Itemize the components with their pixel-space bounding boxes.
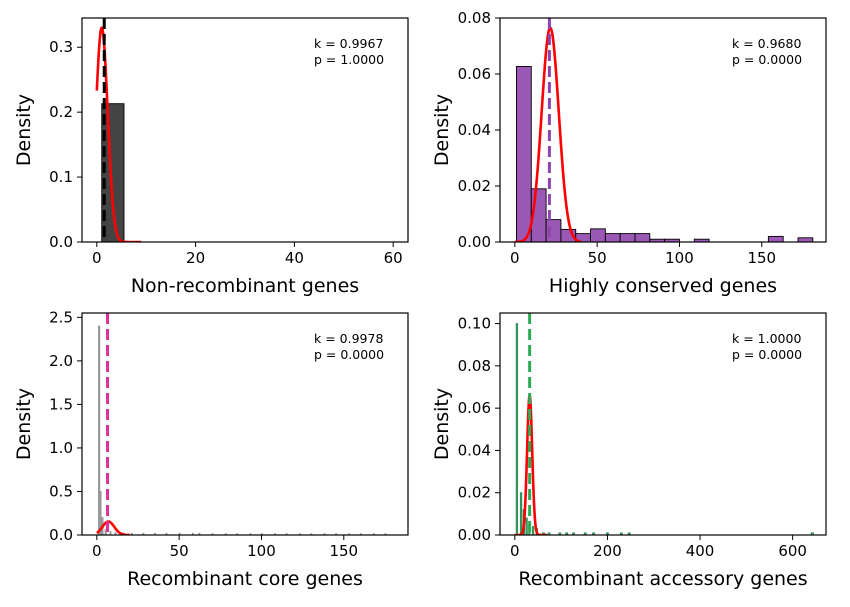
histogram-bar [101, 103, 125, 242]
y-tick-label: 0.10 [458, 315, 491, 333]
histogram-bar [583, 532, 587, 535]
x-tick-label: 400 [686, 542, 715, 560]
fitted-curve [514, 26, 581, 242]
y-tick-label: 2.5 [49, 308, 73, 326]
x-tick-label: 600 [778, 542, 807, 560]
histogram-bar [515, 323, 519, 535]
histogram-bar [572, 532, 576, 535]
x-tick-label: 50 [170, 542, 189, 560]
annotation-p: p = 0.0000 [314, 347, 384, 362]
histogram-bar [114, 531, 117, 535]
fitted-curve [95, 26, 142, 242]
y-tick-label: 0.0 [49, 233, 73, 251]
y-tick-label: 0.04 [458, 121, 491, 139]
histogram-bar [619, 532, 623, 535]
axes-frame [81, 17, 409, 243]
annotation-k: k = 0.9978 [314, 331, 383, 346]
x-tick-label: 100 [247, 542, 276, 560]
histogram-bar [604, 233, 621, 242]
chart-panel-1: 0 20 40 60 0.0 0.1 0.2 0.3 Non-recombinant genes… [13, 17, 409, 297]
histogram-bar [634, 233, 651, 242]
x-tick-label: 60 [384, 249, 403, 267]
axes-frame [499, 312, 827, 536]
y-tick-label: 0.5 [49, 482, 73, 500]
y-tick-label: 0.2 [49, 103, 73, 121]
x-tick-label: 50 [588, 249, 607, 267]
x-tick-label: 200 [593, 542, 622, 560]
chart-panel-4: 0 200 400 600 0.00 0.02 0.04 0.06 0.08 0.10 Recomb… [431, 312, 827, 590]
y-axis-label: Density [431, 94, 453, 166]
y-axis-label: Density [13, 94, 35, 166]
annotation-p: p = 1.0000 [314, 52, 384, 67]
histogram-bar [619, 233, 636, 242]
histogram-bar [590, 228, 606, 242]
x-axis-label: Non-recombinant genes [131, 275, 359, 297]
chart-panel-3: 0 50 100 150 0.0 0.5 1.0 1.5 2.0 2.5 Recombinant c… [13, 308, 409, 590]
x-axis-label: Recombinant accessory genes [518, 568, 807, 590]
x-tick-label: 0 [510, 542, 520, 560]
chart-panel-2: 0 50 100 150 0.00 0.02 0.04 0.06 0.08 Highly cons… [431, 9, 827, 297]
plot-area [96, 313, 387, 535]
histogram-bar [165, 532, 168, 535]
histogram-bar [797, 237, 814, 242]
histogram-bar [810, 532, 814, 535]
histogram-bar [606, 532, 609, 535]
x-tick-label: 0 [510, 249, 520, 267]
y-axis-label: Density [13, 388, 35, 460]
y-tick-label: 2.0 [49, 352, 73, 370]
annotation-k: k = 0.9680 [732, 36, 801, 51]
x-axis-label: Recombinant core genes [127, 568, 363, 590]
annotation-k: k = 1.0000 [732, 331, 801, 346]
x-tick-label: 100 [665, 249, 694, 267]
x-tick-label: 0 [92, 542, 102, 560]
x-tick-label: 0 [92, 249, 102, 267]
y-tick-label: 0.06 [458, 65, 491, 83]
y-tick-label: 0.1 [49, 168, 73, 186]
x-tick-label: 20 [186, 249, 205, 267]
x-axis-label: Highly conserved genes [549, 275, 777, 297]
y-tick-label: 0.06 [458, 399, 491, 417]
annotation-k: k = 0.9967 [314, 36, 383, 51]
histogram-bar [531, 526, 535, 535]
histogram-bar [142, 532, 145, 535]
x-tick-label: 150 [747, 249, 776, 267]
histogram-bar [627, 532, 631, 535]
y-tick-label: 0.08 [458, 9, 491, 27]
y-tick-label: 0.02 [458, 484, 491, 502]
histogram-bar [178, 532, 181, 535]
y-tick-label: 1.0 [49, 439, 73, 457]
y-tick-label: 0.0 [49, 526, 73, 544]
y-tick-label: 1.5 [49, 395, 73, 413]
histogram-bar [153, 532, 156, 535]
y-tick-label: 0.3 [49, 38, 73, 56]
y-axis-label: Density [431, 388, 453, 460]
plot-area [95, 18, 142, 242]
y-tick-label: 0.02 [458, 177, 491, 195]
histogram-bar [191, 532, 194, 535]
y-tick-label: 0.08 [458, 357, 491, 375]
histogram-bar [98, 325, 101, 535]
histogram-bar [104, 529, 107, 535]
annotation-p: p = 0.0000 [732, 347, 802, 362]
histogram-bar [565, 532, 569, 535]
x-tick-label: 40 [285, 249, 304, 267]
axes-frame [81, 312, 409, 536]
y-tick-label: 0.04 [458, 441, 491, 459]
x-tick-label: 150 [329, 542, 358, 560]
y-tick-label: 0.00 [458, 233, 491, 251]
histogram-bar [767, 235, 784, 242]
histogram-bar [547, 532, 551, 535]
histogram-bar [592, 532, 595, 535]
histogram-bar [558, 532, 562, 535]
histogram-bar [198, 532, 201, 535]
histogram-bar [525, 517, 528, 535]
plot-area [514, 18, 814, 242]
annotation-p: p = 0.0000 [732, 52, 802, 67]
histogram-bar [130, 532, 133, 535]
histogram-bar [519, 492, 523, 535]
histogram-bar [516, 65, 532, 242]
y-tick-label: 0.00 [458, 526, 491, 544]
